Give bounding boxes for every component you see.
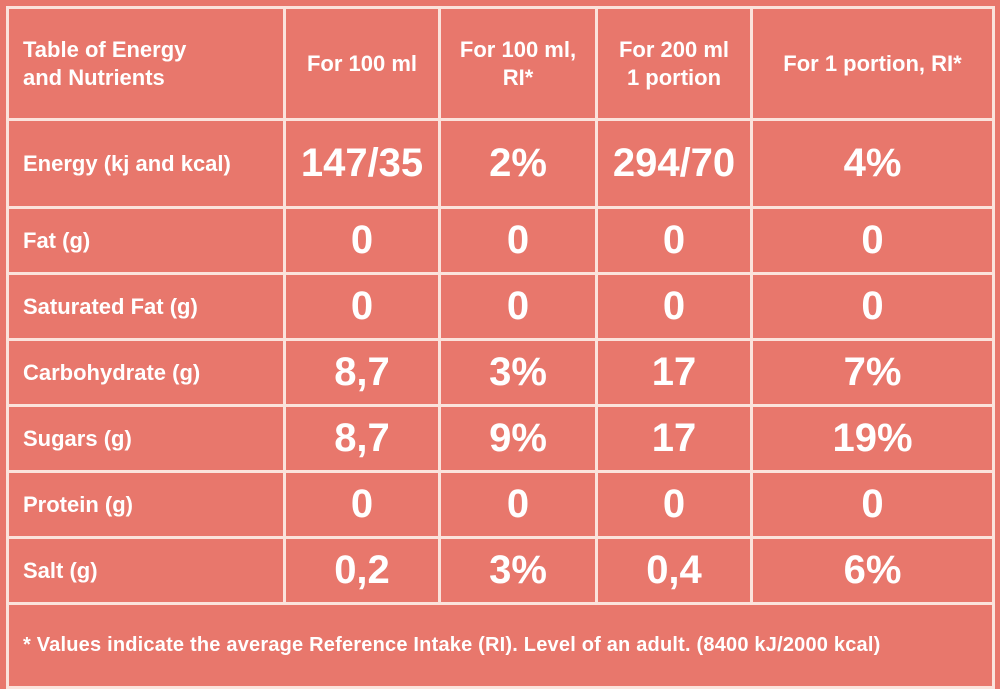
header-per-100ml-ri: For 100 ml, RI* <box>438 6 598 121</box>
value-cell: 7% <box>750 338 995 407</box>
value-cell: 147/35 <box>283 118 441 209</box>
value-cell: 8,7 <box>283 404 441 473</box>
header-nutrients-line1: Table of Energy <box>23 36 187 62</box>
value-cell: 17 <box>595 338 753 407</box>
header-nutrients: Table of Energy and Nutrients <box>6 6 286 121</box>
row-label: Carbohydrate (g) <box>6 338 286 407</box>
value-cell: 0,4 <box>595 536 753 605</box>
value-cell: 9% <box>438 404 598 473</box>
value-cell: 0 <box>595 206 753 275</box>
header-per-100ml-ri-line2: RI* <box>502 64 534 90</box>
value-cell: 0 <box>438 206 598 275</box>
row-label: Fat (g) <box>6 206 286 275</box>
value-cell: 294/70 <box>595 118 753 209</box>
value-cell: 3% <box>438 536 598 605</box>
row-label: Sugars (g) <box>6 404 286 473</box>
value-cell: 2% <box>438 118 598 209</box>
header-per-100ml-text: For 100 ml <box>306 50 418 76</box>
header-per-200ml: For 200 ml 1 portion <box>595 6 753 121</box>
value-cell: 0 <box>283 272 441 341</box>
value-cell: 0 <box>283 206 441 275</box>
value-cell: 0 <box>438 272 598 341</box>
value-cell: 19% <box>750 404 995 473</box>
table-row-salt: Salt (g) 0,2 3% 0,4 6% <box>6 536 995 605</box>
header-row: Table of Energy and Nutrients For 100 ml… <box>6 6 995 121</box>
value-cell: 0 <box>750 206 995 275</box>
header-per-100ml-ri-line1: For 100 ml, <box>459 36 577 62</box>
value-cell: 0 <box>283 470 441 539</box>
row-label: Protein (g) <box>6 470 286 539</box>
header-per-200ml-line1: For 200 ml <box>618 36 730 62</box>
footnote: * Values indicate the average Reference … <box>6 602 995 689</box>
row-label: Salt (g) <box>6 536 286 605</box>
header-per-portion-ri: For 1 portion, RI* <box>750 6 995 121</box>
table-row-fat: Fat (g) 0 0 0 0 <box>6 206 995 275</box>
table-row-sugars: Sugars (g) 8,7 9% 17 19% <box>6 404 995 473</box>
value-cell: 0 <box>595 272 753 341</box>
value-cell: 6% <box>750 536 995 605</box>
value-cell: 3% <box>438 338 598 407</box>
value-cell: 0,2 <box>283 536 441 605</box>
row-label: Saturated Fat (g) <box>6 272 286 341</box>
value-cell: 8,7 <box>283 338 441 407</box>
header-per-100ml: For 100 ml <box>283 6 441 121</box>
table-row-protein: Protein (g) 0 0 0 0 <box>6 470 995 539</box>
value-cell: 0 <box>750 470 995 539</box>
table-row-energy: Energy (kj and kcal) 147/35 2% 294/70 4% <box>6 118 995 209</box>
header-nutrients-line2: and Nutrients <box>23 64 165 90</box>
table-row-carbohydrate: Carbohydrate (g) 8,7 3% 17 7% <box>6 338 995 407</box>
value-cell: 0 <box>595 470 753 539</box>
value-cell: 4% <box>750 118 995 209</box>
value-cell: 0 <box>750 272 995 341</box>
footnote-row: * Values indicate the average Reference … <box>6 602 995 689</box>
row-label: Energy (kj and kcal) <box>6 118 286 209</box>
header-per-portion-ri-text: For 1 portion, RI* <box>783 50 962 76</box>
value-cell: 17 <box>595 404 753 473</box>
nutrition-table: Table of Energy and Nutrients For 100 ml… <box>6 6 995 689</box>
value-cell: 0 <box>438 470 598 539</box>
header-per-200ml-line2: 1 portion <box>626 64 722 90</box>
table-row-saturated-fat: Saturated Fat (g) 0 0 0 0 <box>6 272 995 341</box>
